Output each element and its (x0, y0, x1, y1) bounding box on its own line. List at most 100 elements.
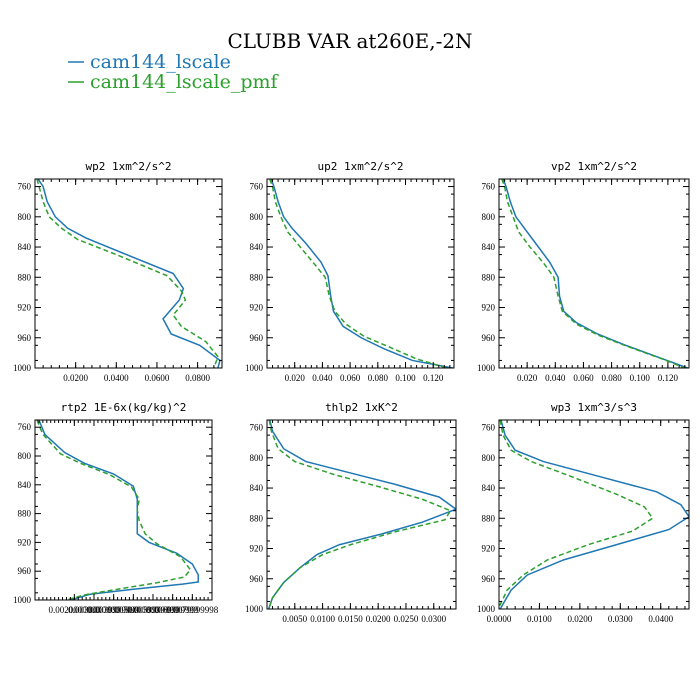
x-tick-label: 0.100 (630, 373, 651, 383)
x-tick-label: 0.080 (601, 373, 622, 383)
series-line-1 (38, 420, 199, 600)
y-tick-label: 760 (250, 423, 264, 433)
y-tick-label: 960 (482, 574, 496, 584)
y-tick-label: 840 (250, 242, 264, 252)
y-tick-label: 760 (18, 182, 32, 192)
x-tick-label: 0.0000 (487, 614, 512, 624)
x-tick-label: 0.0300 (421, 614, 446, 624)
y-tick-label: 840 (18, 242, 32, 252)
x-tick-label: 0.060 (340, 373, 361, 383)
y-tick-label: 920 (482, 544, 496, 554)
y-tick-label: 760 (250, 182, 264, 192)
legend: cam144_lscale cam144_lscale_pmf (68, 51, 280, 93)
y-tick-label: 760 (482, 423, 496, 433)
legend-label-1: cam144_lscale (90, 51, 231, 73)
legend-label-2: cam144_lscale_pmf (90, 71, 280, 93)
y-tick-label: 960 (18, 566, 32, 576)
x-tick-label: 0.0059999999 (127, 605, 179, 615)
y-tick-label: 1000 (477, 604, 496, 614)
figure-title: CLUBB VAR at260E,-2N (227, 29, 472, 53)
y-tick-label: 800 (482, 453, 496, 463)
x-tick-label: 0.0079999998 (166, 605, 218, 615)
x-tick-label: 0.0100 (310, 614, 335, 624)
x-tick-label: 0.0050000000 (107, 605, 159, 615)
series-line-1 (267, 420, 456, 609)
x-tick-label: 0.0800 (185, 373, 210, 383)
y-tick-label: 840 (482, 242, 496, 252)
plot-frame (498, 178, 690, 369)
y-tick-label: 920 (18, 303, 32, 313)
x-tick-label: 0.040 (312, 373, 333, 383)
series-line-1 (502, 179, 688, 368)
y-tick-label: 920 (250, 544, 264, 554)
panel-title: thlp2 1xK^2 (325, 401, 398, 414)
plot-frame (34, 419, 213, 601)
x-tick-label: 0.0200 (366, 614, 391, 624)
series-line-1 (499, 420, 689, 609)
plot-frame (498, 419, 690, 610)
x-tick-label: 0.0030000000 (68, 605, 120, 615)
y-tick-label: 840 (250, 483, 264, 493)
y-tick-label: 1000 (477, 363, 496, 373)
x-tick-label: 0.060 (573, 373, 594, 383)
x-tick-label: 0.0600 (145, 373, 170, 383)
x-tick-label: 0.020 (517, 373, 538, 383)
x-tick-label: 0.0200 (567, 614, 592, 624)
panel-title: wp2 1xm^2/s^2 (85, 160, 171, 173)
y-tick-label: 800 (250, 212, 264, 222)
y-tick-label: 880 (250, 513, 264, 523)
plot-frame (266, 419, 457, 610)
y-tick-label: 800 (250, 453, 264, 463)
y-tick-label: 1000 (245, 363, 264, 373)
x-tick-label: 0.120 (658, 373, 679, 383)
series-line-1 (37, 179, 221, 368)
x-tick-label: 0.040 (545, 373, 566, 383)
y-tick-label: 760 (482, 182, 496, 192)
panel-title: up2 1xm^2/s^2 (317, 160, 403, 173)
panel-4: rtp2 1E-6x(kg/kg)^2 760 800 840 880 920 960 100… (13, 401, 219, 615)
panel-title: vp2 1xm^2/s^2 (551, 160, 637, 173)
y-tick-label: 960 (482, 333, 496, 343)
y-tick-label: 920 (250, 303, 264, 313)
y-tick-label: 800 (18, 212, 32, 222)
y-tick-label: 920 (18, 537, 32, 547)
series-line-2 (36, 179, 219, 368)
x-tick-label: 0.0069999999 (147, 605, 199, 615)
y-tick-label: 1000 (245, 604, 264, 614)
y-tick-label: 800 (482, 212, 496, 222)
y-tick-label: 960 (18, 333, 32, 343)
series-line-2 (501, 179, 686, 368)
series-line-2 (269, 179, 448, 368)
panel-title: rtp2 1E-6x(kg/kg)^2 (61, 401, 187, 414)
x-tick-label: 0.020 (285, 373, 306, 383)
x-tick-label: 0.0250 (394, 614, 419, 624)
series-line-1 (270, 179, 453, 368)
x-tick-label: 0.0300 (608, 614, 633, 624)
x-tick-label: 0.0400 (648, 614, 673, 624)
y-tick-label: 960 (250, 333, 264, 343)
y-tick-label: 800 (18, 451, 32, 461)
plot-frame (266, 178, 455, 369)
panel-1: wp2 1xm^2/s^2 760 800 840 880 920 960 1000 0.020… (13, 160, 223, 383)
y-tick-label: 880 (18, 272, 32, 282)
x-tick-label: 0.080 (368, 373, 389, 383)
panel-2: up2 1xm^2/s^2 760 800 840 880 920 960 1000 0.020… (245, 160, 455, 383)
x-tick-label: 0.0039999999 (88, 605, 140, 615)
x-tick-label: 0.0020000000 (48, 605, 100, 615)
y-tick-label: 880 (250, 272, 264, 282)
y-tick-label: 880 (482, 513, 496, 523)
y-tick-label: 880 (482, 272, 496, 282)
x-tick-label: 0.100 (395, 373, 416, 383)
panel-6: wp3 1xm^3/s^3 760 800 840 880 920 960 10000.000… (477, 401, 690, 624)
panel-3: vp2 1xm^2/s^2 760 800 840 880 920 960 1000 0.020… (477, 160, 690, 383)
y-tick-label: 760 (18, 422, 32, 432)
x-tick-label: 0.0100 (527, 614, 552, 624)
series-line-2 (267, 420, 452, 609)
y-tick-label: 1000 (13, 595, 32, 605)
series-line-2 (36, 420, 192, 600)
y-tick-label: 960 (250, 574, 264, 584)
x-tick-label: 0.0050 (282, 614, 307, 624)
plot-frame (34, 178, 223, 369)
